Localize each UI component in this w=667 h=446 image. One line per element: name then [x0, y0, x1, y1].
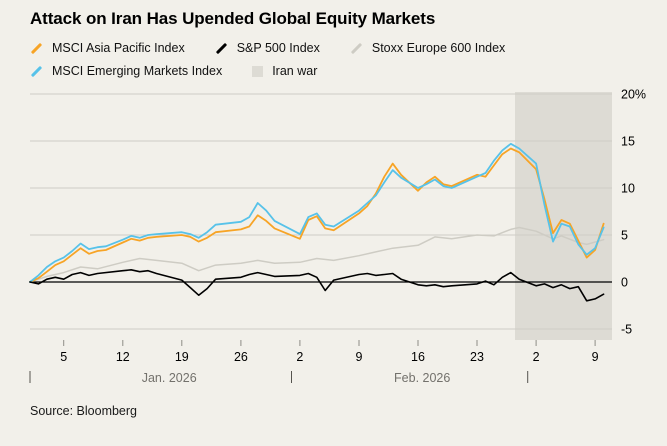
legend-row-1: MSCI Asia Pacific Index S&P 500 Index Stox… [30, 41, 505, 55]
y-axis-label: 5 [621, 229, 628, 243]
iran-war-shaded-region [515, 92, 612, 340]
legend-item-msci-emerging-markets: MSCI Emerging Markets Index [30, 64, 222, 78]
legend-row-2: MSCI Emerging Markets Index Iran war [30, 64, 317, 78]
legend-line-marker [215, 42, 227, 54]
plot-svg: 20% 15 10 5 0 -5 5 12 19 26 2 9 16 23 2 9 Jan. 2026 Feb. … [29, 88, 646, 385]
legend-item-stoxx-europe-600: Stoxx Europe 600 Index [350, 41, 505, 55]
chart-title: Attack on Iran Has Upended Global Equity… [30, 9, 436, 28]
legend-line-marker [30, 65, 43, 77]
month-label: Feb. 2026 [394, 371, 450, 385]
y-axis-label: -5 [621, 323, 632, 337]
x-axis-label: 26 [234, 350, 248, 364]
legend-label: MSCI Emerging Markets Index [52, 64, 223, 78]
series-line-asia-pacific [29, 147, 605, 283]
y-axis-label: 15 [621, 135, 635, 149]
x-axis-label: 2 [533, 350, 540, 364]
series-line-sp500 [29, 269, 605, 302]
legend-item-sp500: S&P 500 Index [215, 41, 320, 55]
legend-box-marker [252, 65, 264, 77]
series-line-emerging [29, 142, 605, 283]
y-axis-label: 0 [621, 276, 628, 290]
legend-item-iran-war: Iran war [252, 64, 317, 78]
x-axis-label: 19 [175, 350, 189, 364]
legend-item-msci-asia-pacific: MSCI Asia Pacific Index [30, 41, 185, 55]
legend-line-marker [350, 42, 363, 54]
x-axis-label: 2 [296, 350, 303, 364]
x-axis-label: 16 [411, 350, 425, 364]
source-attribution: Source: Bloomberg [30, 404, 138, 418]
series-line-stoxx [29, 226, 605, 283]
legend-label: S&P 500 Index [236, 41, 320, 55]
x-axis-label: 9 [356, 350, 363, 364]
month-label: Jan. 2026 [142, 371, 197, 385]
legend-label: Stoxx Europe 600 Index [371, 41, 506, 55]
legend-line-marker [30, 42, 43, 54]
x-axis-label: 5 [60, 350, 67, 364]
x-axis-label: 23 [470, 350, 484, 364]
legend-label: MSCI Asia Pacific Index [52, 41, 185, 55]
legend-label: Iran war [272, 64, 318, 78]
y-axis-label: 20% [621, 88, 646, 102]
x-axis-label: 12 [116, 350, 130, 364]
x-axis-label: 9 [592, 350, 599, 364]
y-axis-label: 10 [621, 182, 635, 196]
